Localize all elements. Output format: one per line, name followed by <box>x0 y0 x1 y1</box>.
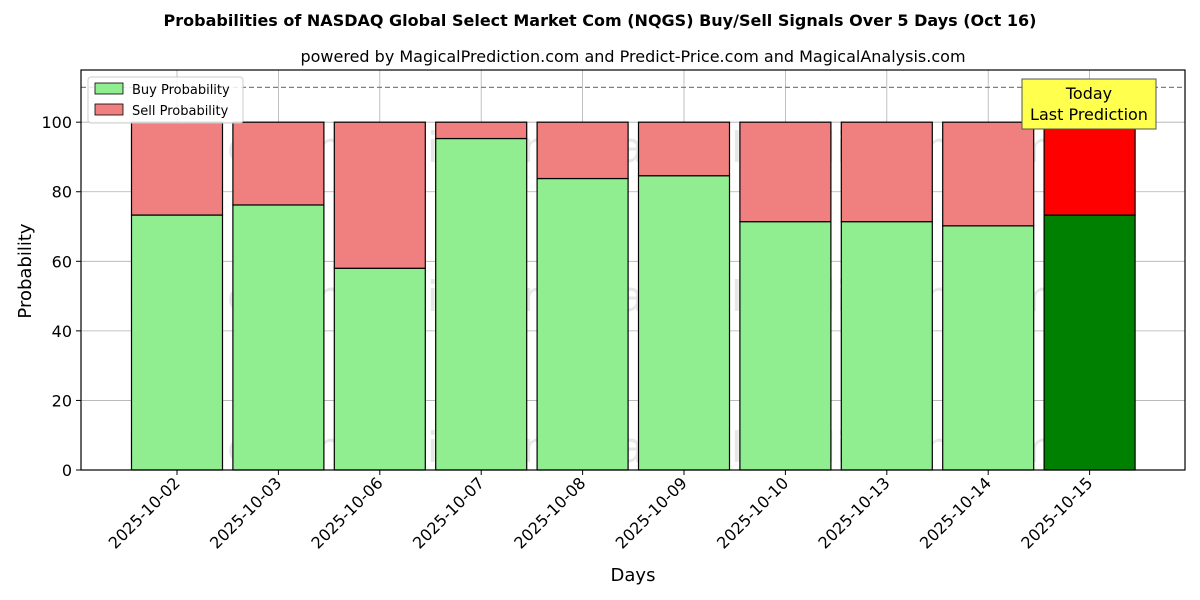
sell-bar <box>637 121 731 177</box>
y-tick-label: 60 <box>52 252 72 271</box>
x-tick-label: 2025-10-08 <box>510 473 589 552</box>
buy-bar <box>1043 214 1136 471</box>
x-tick-label: 2025-10-13 <box>814 473 893 552</box>
sell-bar <box>435 121 528 140</box>
y-tick-label: 80 <box>52 183 72 202</box>
bar-layer <box>81 86 1185 471</box>
sell-bar <box>942 121 1035 227</box>
legend-label-sell: Sell Probability <box>132 104 229 119</box>
sell-bar <box>130 121 224 216</box>
x-tick-label: 2025-10-15 <box>1017 473 1096 552</box>
legend-frame <box>87 76 244 124</box>
annotation-line2: Last Prediction <box>1030 105 1148 124</box>
chart-subtitle: powered by MagicalPrediction.com and Pre… <box>300 47 965 66</box>
chart-title: Probabilities of NASDAQ Global Select Ma… <box>164 11 1037 30</box>
buy-bar <box>739 221 832 471</box>
plot-frame <box>80 69 1186 471</box>
legend-label-buy: Buy Probability <box>132 83 230 98</box>
sell-bar <box>232 121 325 206</box>
y-axis-label: Probability <box>15 223 36 318</box>
annotation-box <box>1021 78 1157 130</box>
y-tick-label: 40 <box>52 322 72 341</box>
x-tick-label: 2025-10-02 <box>105 473 184 552</box>
buy-bar <box>536 177 629 471</box>
y-tick-label: 100 <box>41 113 72 132</box>
sell-bar <box>840 121 933 223</box>
sell-bar <box>536 121 629 180</box>
y-tick-label: 0 <box>62 461 72 480</box>
buy-bar <box>840 221 933 471</box>
buy-bar <box>232 204 325 471</box>
legend-swatch-sell <box>94 103 124 116</box>
buy-bar <box>942 225 1035 471</box>
buy-bar <box>130 214 224 471</box>
x-tick-label: 2025-10-09 <box>612 473 691 552</box>
annotation-line1: Today <box>1065 84 1112 103</box>
sell-bar <box>1043 121 1136 216</box>
buy-bar <box>333 267 426 471</box>
buy-bar <box>435 137 528 471</box>
legend-swatch-buy <box>94 82 124 95</box>
legend: Buy Probability Sell Probability <box>87 76 244 124</box>
sell-bar <box>739 121 832 223</box>
x-tick-label: 2025-10-14 <box>916 473 995 552</box>
sell-bar <box>333 121 426 269</box>
x-tick-label: 2025-10-03 <box>206 473 285 552</box>
today-annotation: Today Last Prediction <box>1021 78 1157 130</box>
buy-bar <box>637 175 731 471</box>
y-tick-label: 20 <box>52 391 72 410</box>
x-tick-label: 2025-10-07 <box>409 473 488 552</box>
x-axis-label: Days <box>611 565 656 586</box>
x-tick-label: 2025-10-06 <box>307 473 386 552</box>
x-tick-label: 2025-10-10 <box>713 473 792 552</box>
